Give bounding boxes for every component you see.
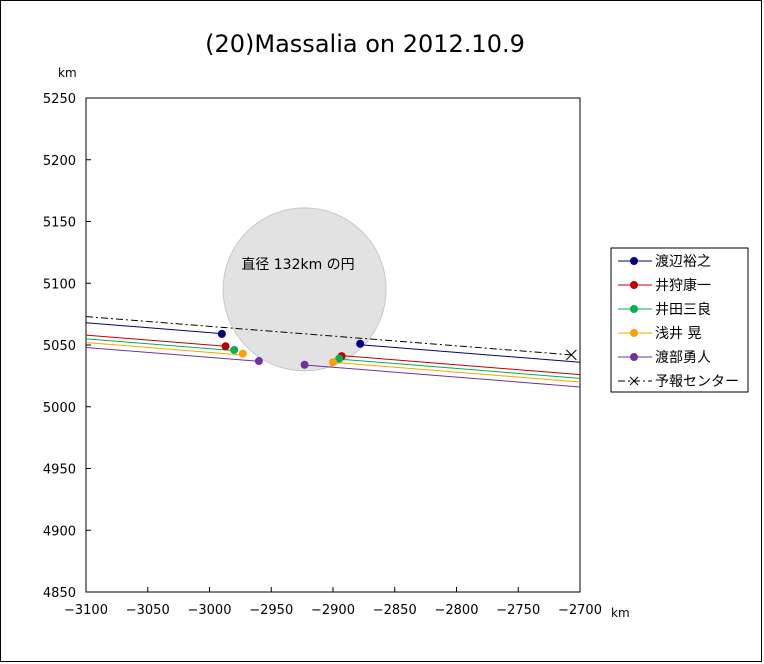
x-tick-label-4: −2900	[311, 603, 355, 618]
series-line-1-a	[86, 334, 226, 347]
y-tick-label-3: 5000	[43, 401, 76, 416]
reference-circle	[222, 207, 387, 372]
series-3-point-1	[329, 358, 337, 367]
legend-marker-4	[630, 353, 638, 361]
y-tick-label-0: 4850	[43, 586, 76, 601]
series-line-3-a	[86, 342, 243, 356]
series-2-point-1	[335, 354, 344, 363]
series-0-point-1	[356, 339, 365, 348]
series-line-2-b	[339, 358, 580, 379]
legend-entry-4: 渡部勇人	[618, 350, 711, 366]
series-1-point-0	[221, 342, 230, 351]
series-5-marker-0	[566, 349, 577, 361]
legend-box	[610, 247, 749, 393]
y-tick-label-1: 4900	[43, 524, 76, 539]
y-tick-label-5: 5100	[43, 277, 76, 292]
series-line-0-a	[86, 322, 222, 335]
legend-label-2: 井田三良	[655, 302, 711, 318]
legend-label-4: 渡部勇人	[655, 350, 711, 366]
legend-entry-2: 井田三良	[618, 302, 711, 318]
y-tick-label-8: 5250	[43, 92, 76, 107]
legend-label-5: 予報センター	[655, 374, 739, 390]
y-tick-label-7: 5200	[43, 154, 76, 169]
y-tick-label-6: 5150	[43, 216, 76, 231]
series-line-1-b	[341, 355, 580, 376]
legend-marker-3	[630, 329, 638, 337]
x-unit-label: km	[611, 606, 630, 620]
x-tick-label-1: −3050	[126, 603, 170, 618]
y-tick-label-2: 4950	[43, 463, 76, 478]
legend-marker-1	[630, 281, 638, 289]
chart-title: (20)Massalia on 2012.10.9	[205, 30, 525, 58]
x-tick-label-5: −2850	[373, 603, 417, 618]
series-3-point-0	[238, 349, 247, 358]
legend-entry-0: 渡辺裕之	[618, 254, 711, 270]
legend-marker-5-b	[629, 376, 639, 386]
series-4-point-1	[300, 360, 309, 369]
series-line-3-b	[332, 361, 580, 383]
x-tick-label-8: −2700	[558, 603, 602, 618]
circle-label: 直径 132km の円	[241, 256, 354, 273]
legend-label-1: 井狩康一	[655, 277, 711, 294]
legend-marker-2	[630, 305, 638, 313]
x-tick-label-3: −2950	[249, 603, 293, 618]
legend-label-0: 渡辺裕之	[655, 254, 711, 270]
series-0-point-0	[217, 329, 226, 338]
series-line-5	[86, 316, 572, 356]
series-line-0-b	[360, 344, 580, 363]
legend-entry-3: 浅井 晃	[618, 326, 701, 342]
legend-label-3: 浅井 晃	[655, 326, 701, 342]
x-tick-label-2: −3000	[188, 603, 232, 618]
series-line-4-b	[304, 364, 580, 388]
series-line-2-a	[86, 338, 235, 352]
series-line-4-a	[86, 346, 259, 362]
legend-entry-1: 井狩康一	[618, 277, 711, 294]
legend-marker-0	[630, 257, 638, 265]
series-2-point-0	[230, 345, 239, 354]
x-tick-label-6: −2800	[435, 603, 479, 618]
y-unit-label: km	[58, 66, 77, 80]
y-tick-label-4: 5050	[43, 339, 76, 354]
x-tick-label-7: −2750	[496, 603, 540, 618]
legend-entry-5: 予報センター	[618, 374, 739, 390]
series-4-point-0	[254, 357, 263, 366]
x-tick-label-0: −3100	[64, 603, 108, 618]
